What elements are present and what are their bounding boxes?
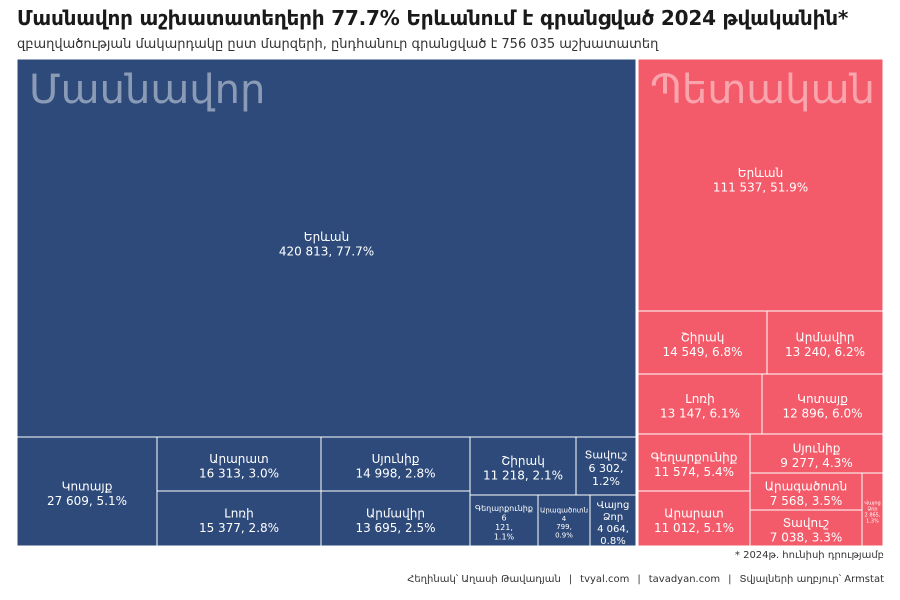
- tile-label-public-3-line-0: Լոռի: [685, 392, 714, 406]
- tile-label-private-10-line-1: 4: [562, 515, 567, 523]
- tile-label-private-7-line-0: Տավուշ: [585, 449, 628, 462]
- tile-public-7[interactable]: Արարատ 11 012, 5.1%: [637, 490, 751, 547]
- tile-label-public-0-line-0: Երևան: [738, 166, 783, 180]
- tile-label-private-8-line-2: 121,: [495, 523, 513, 532]
- tile-label-private-10-line-2: 799,: [556, 523, 572, 531]
- tile-label-public-7-line-0: Արարատ: [664, 507, 723, 521]
- tile-label-private-10-line-0: Արագածոտն: [540, 506, 588, 514]
- tile-public-4[interactable]: Կոտայք 12 896, 6.0%: [761, 373, 884, 435]
- tile-label-public-4-line-1: 12 896, 6.0%: [782, 406, 862, 420]
- tile-private-6[interactable]: Շիրակ 11 218, 2.1%: [469, 436, 577, 496]
- tile-label-public-10-line-3: 1.3%: [866, 518, 879, 524]
- tile-label-private-0-line-0: Երևան: [304, 230, 349, 244]
- tile-label-public-6-line-0: Սյունիք: [793, 442, 841, 456]
- tile-public-10[interactable]: Վայոց Ձոր 2 865, 1.3%: [861, 472, 884, 547]
- chart-title: Մասնավոր աշխատատեղերի 77.7% Երևանում է գ…: [17, 6, 849, 30]
- tile-label-private-8-line-3: 1.1%: [494, 533, 515, 542]
- tile-private-7[interactable]: Տավուշ 6 302, 1.2%: [575, 436, 637, 496]
- tile-label-private-5-line-0: Արմավիր: [366, 507, 425, 521]
- tile-label-private-2-line-0: Արարատ: [209, 452, 268, 466]
- footnote: * 2024թ. հունիսի դրությամբ: [734, 550, 884, 561]
- tile-label-public-7-line-1: 11 012, 5.1%: [654, 521, 734, 535]
- tile-label-public-4-line-0: Կոտայք: [797, 392, 848, 406]
- tile-label-public-3-line-1: 13 147, 6.1%: [660, 406, 740, 420]
- credit-source: Տվյալների աղբյուր՝ Armstat: [739, 574, 884, 585]
- group-heading-public: Պետական: [650, 67, 875, 113]
- tile-label-private-4-line-1: 14 998, 2.8%: [355, 466, 435, 480]
- tile-label-public-10-line-1: Ձոր: [867, 506, 877, 512]
- tile-label-private-0-line-1: 420 813, 77.7%: [279, 245, 374, 259]
- chart-subtitle: զբաղվածության մակարդակը ըստ մարզերի, ընդ…: [17, 37, 659, 52]
- tile-label-public-0-line-1: 111 537, 51.9%: [713, 180, 808, 194]
- tile-label-public-2-line-1: 13 240, 6.2%: [785, 345, 865, 359]
- tile-private-0[interactable]: Երևան 420 813, 77.7%: [16, 58, 637, 438]
- tile-private-8[interactable]: Գեղարքունիք 6 121, 1.1%: [469, 494, 539, 547]
- tile-label-public-1-line-1: 14 549, 6.8%: [662, 345, 742, 359]
- group-heading-private: Մասնավոր: [29, 67, 265, 113]
- tile-label-private-2-line-1: 16 313, 3.0%: [199, 466, 279, 480]
- tile-label-private-1-line-0: Կոտայք: [62, 480, 113, 494]
- tile-label-private-8-line-1: 6: [501, 514, 506, 523]
- tile-label-public-10-line-2: 2 865,: [865, 512, 881, 518]
- tile-label-public-5-line-0: Գեղարքունիք: [651, 451, 738, 465]
- tile-label-public-9-line-0: Տավուշ: [783, 516, 830, 530]
- tile-label-private-3-line-1: 15 377, 2.8%: [199, 521, 279, 535]
- tile-label-private-6-line-0: Շիրակ: [501, 454, 545, 468]
- tile-label-private-3-line-0: Լոռի: [224, 507, 253, 521]
- tile-label-public-9-line-1: 7 038, 3.3%: [770, 530, 842, 544]
- credit-site-1[interactable]: tvyal.com: [580, 574, 630, 585]
- tile-public-5[interactable]: Գեղարքունիք 11 574, 5.4%: [637, 433, 751, 492]
- credit-author: Հեղինակ՝ Աղասի Թավադյան: [407, 574, 561, 585]
- tile-public-6[interactable]: Սյունիք 9 277, 4.3%: [749, 433, 884, 474]
- tile-public-8[interactable]: Արագածոտն 7 568, 3.5%: [749, 472, 863, 511]
- tile-label-private-7-line-2: 1.2%: [592, 475, 620, 488]
- tile-label-private-8-line-0: Գեղարքունիք: [475, 504, 533, 513]
- tile-private-10[interactable]: Արագածոտն 4 799, 0.9%: [537, 494, 591, 547]
- tile-private-5[interactable]: Արմավիր 13 695, 2.5%: [320, 490, 471, 547]
- tile-private-3[interactable]: Լոռի 15 377, 2.8%: [156, 490, 322, 547]
- tile-label-private-6-line-1: 11 218, 2.1%: [483, 468, 563, 482]
- tile-label-private-9-line-1: Ձոր: [603, 512, 623, 523]
- tile-label-public-2-line-0: Արմավիր: [796, 331, 855, 345]
- tile-label-public-6-line-1: 9 277, 4.3%: [780, 456, 852, 470]
- tile-label-private-5-line-1: 13 695, 2.5%: [355, 521, 435, 535]
- tile-label-private-10-line-3: 0.9%: [555, 532, 573, 540]
- tile-label-public-1-line-0: Շիրակ: [681, 331, 725, 345]
- credits: Հեղինակ՝ Աղասի Թավադյան | tvyal.com | tavady…: [407, 574, 884, 585]
- tile-public-2[interactable]: Արմավիր 13 240, 6.2%: [766, 310, 884, 375]
- credit-site-2[interactable]: tavadyan.com: [648, 574, 721, 585]
- tile-label-public-8-line-1: 7 568, 3.5%: [770, 494, 842, 508]
- tile-label-private-7-line-1: 6 302,: [589, 462, 624, 475]
- tile-public-0[interactable]: Երևան 111 537, 51.9%: [637, 58, 884, 312]
- tile-label-private-1-line-1: 27 609, 5.1%: [47, 494, 127, 508]
- tile-label-private-4-line-0: Սյունիք: [372, 452, 420, 466]
- tile-label-public-8-line-0: Արագածոտն: [765, 480, 847, 494]
- tile-label-private-9-line-0: Վայոց: [597, 500, 630, 511]
- tile-public-3[interactable]: Լոռի 13 147, 6.1%: [637, 373, 763, 435]
- tile-label-public-5-line-1: 11 574, 5.4%: [654, 465, 734, 479]
- tile-label-private-9-line-2: 4 064,: [597, 524, 629, 535]
- tile-label-public-10-line-0: Վայոց: [864, 500, 880, 506]
- tile-label-private-9-line-3: 0.8%: [600, 536, 625, 547]
